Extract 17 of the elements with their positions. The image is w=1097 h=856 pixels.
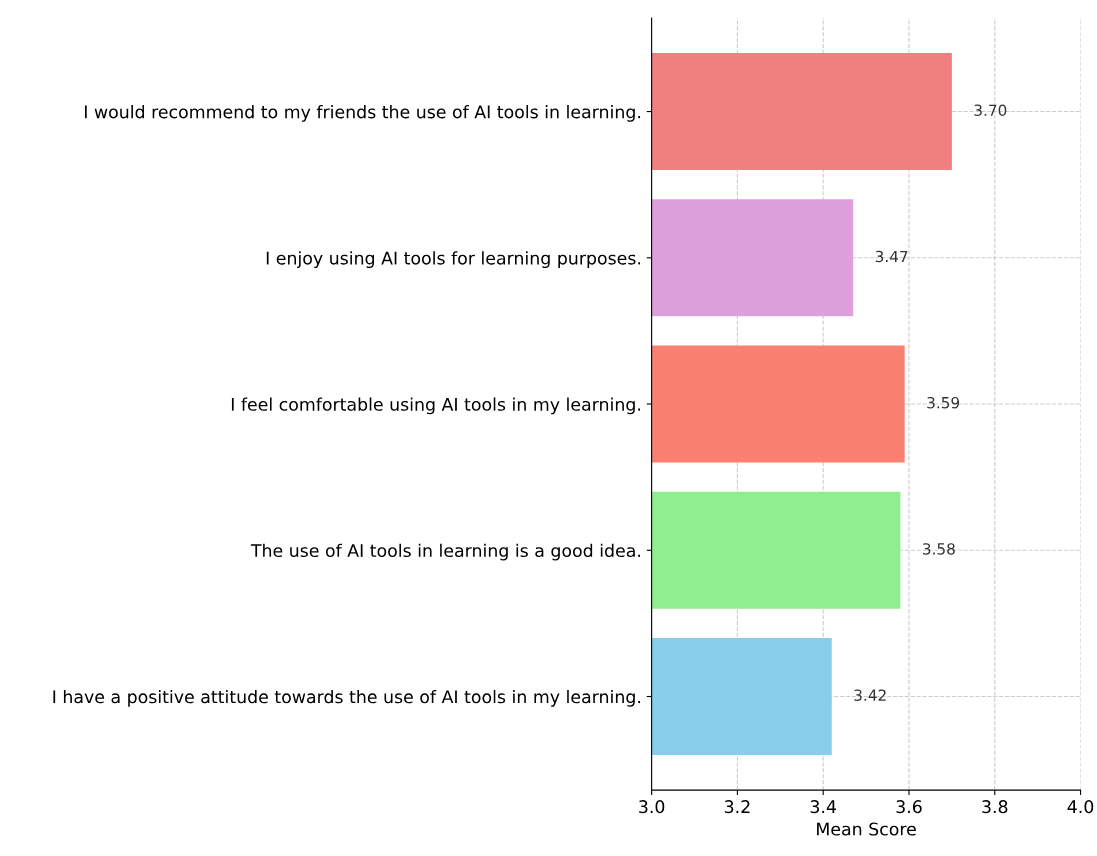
y-tick-label: The use of AI tools in learning is a good idea.: [250, 543, 641, 561]
y-tick-label: I feel comfortable using AI tools in my learning.: [231, 397, 641, 415]
data-label: 3.47: [875, 250, 908, 263]
x-tick-label: 3.6: [896, 800, 922, 814]
data-label: 3.58: [923, 543, 955, 555]
x-tick-label: 3.8: [982, 800, 1008, 814]
x-tick-label: 4.0: [1067, 800, 1094, 814]
data-label: 3.70: [974, 104, 1007, 116]
x-tick-label: 3.0: [639, 800, 665, 814]
data-label: 3.42: [854, 689, 886, 701]
y-tick-label: I have a positive attitude towards the use of AI tools in my learning.: [53, 689, 641, 707]
data-label: 3.59: [927, 396, 960, 409]
x-tick-label: 3.4: [810, 800, 837, 814]
x-axis-title: Mean Score: [817, 822, 916, 836]
y-tick-label: I enjoy using AI tools for learning purposes.: [266, 251, 641, 269]
x-tick-label: 3.2: [724, 800, 750, 814]
y-tick-label: I would recommend to my friends the use of AI tools in learning.: [84, 104, 641, 122]
